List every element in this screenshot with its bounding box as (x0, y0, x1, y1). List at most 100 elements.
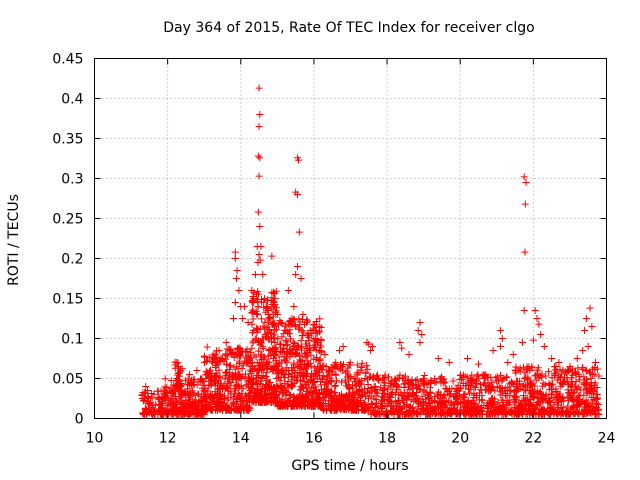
data-point (566, 363, 574, 370)
data-point (303, 395, 311, 403)
data-point (340, 404, 348, 412)
data-point (531, 307, 539, 314)
data-point (336, 347, 344, 354)
data-point (310, 397, 318, 405)
data-point (299, 373, 307, 381)
data-point (395, 375, 403, 383)
data-point (179, 410, 187, 418)
data-point (228, 402, 236, 410)
data-point (296, 320, 304, 328)
data-point (582, 396, 590, 404)
data-point (527, 402, 535, 410)
data-point (259, 371, 267, 379)
data-point (254, 288, 262, 296)
data-point (353, 371, 361, 379)
data-point (214, 401, 222, 409)
data-point (509, 351, 517, 358)
data-point (220, 401, 228, 409)
data-point (244, 383, 252, 391)
data-point (531, 382, 539, 390)
data-point (461, 390, 469, 398)
data-point (251, 271, 259, 278)
data-point (591, 379, 599, 387)
data-point (409, 407, 417, 415)
data-point (475, 402, 483, 410)
data-point (354, 379, 362, 387)
data-point (425, 395, 433, 403)
data-point (320, 362, 328, 370)
data-point (373, 372, 381, 380)
data-point (417, 377, 425, 385)
data-point (318, 374, 326, 382)
data-point (344, 376, 352, 384)
data-point (541, 381, 549, 389)
data-point (263, 330, 271, 338)
data-point (537, 407, 545, 415)
data-point (387, 393, 395, 401)
data-point (526, 408, 534, 416)
data-point (444, 410, 452, 418)
data-point (480, 401, 488, 409)
data-point (173, 377, 181, 385)
data-point (253, 243, 261, 250)
data-point (580, 373, 588, 381)
data-point (490, 398, 498, 406)
data-point (262, 333, 270, 341)
data-point (291, 322, 299, 330)
data-point (570, 410, 578, 418)
data-point (390, 410, 398, 418)
data-point (330, 392, 338, 400)
data-point (204, 405, 212, 413)
data-point (508, 406, 516, 414)
data-point (546, 404, 554, 412)
data-point (562, 369, 570, 377)
data-point (424, 379, 432, 387)
data-point (225, 374, 233, 382)
data-point (298, 369, 306, 377)
data-point (588, 323, 596, 330)
data-point (578, 366, 586, 374)
data-point (523, 363, 531, 371)
data-point (233, 267, 241, 274)
data-point (484, 404, 492, 412)
data-point (329, 368, 337, 376)
data-point (279, 368, 287, 376)
data-point (256, 380, 264, 388)
data-point (536, 371, 544, 379)
data-point (476, 410, 484, 418)
data-point (587, 381, 595, 389)
data-point (517, 403, 525, 411)
data-point (356, 378, 364, 386)
data-point (262, 303, 270, 310)
data-point (352, 406, 360, 414)
data-point (293, 191, 301, 198)
data-point (275, 390, 283, 398)
data-point (350, 375, 358, 383)
data-point (582, 410, 590, 418)
data-point (529, 336, 537, 344)
data-point (314, 339, 322, 346)
data-point (270, 331, 278, 339)
data-point (284, 377, 292, 385)
data-point (284, 329, 292, 337)
data-point (533, 366, 541, 374)
data-point (489, 347, 497, 354)
data-point (208, 391, 216, 399)
data-point (426, 384, 434, 392)
data-point (184, 375, 192, 383)
data-point (533, 315, 541, 322)
data-point (472, 406, 480, 414)
data-point (558, 395, 566, 403)
x-tick-label: 14 (232, 431, 250, 447)
data-point (172, 410, 180, 418)
data-point (414, 410, 422, 418)
data-point (143, 398, 151, 406)
data-point (471, 384, 479, 392)
data-point (400, 399, 408, 407)
data-point (504, 359, 512, 366)
data-point (148, 390, 156, 398)
data-point (195, 378, 203, 386)
data-point (263, 368, 271, 376)
data-point (295, 156, 303, 164)
